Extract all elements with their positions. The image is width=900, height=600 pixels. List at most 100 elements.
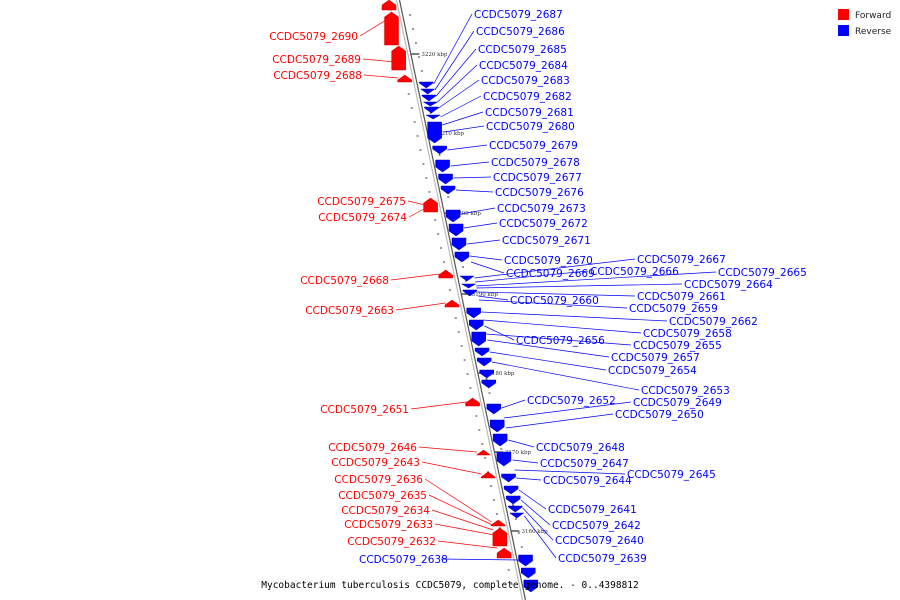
reverse-gene-label: CCDC5079_2681 xyxy=(485,107,574,119)
reverse-gene-label-line xyxy=(522,507,554,541)
kbp-tick-label: 3190 kbp xyxy=(472,292,499,298)
forward-gene-label: CCDC5079_2663 xyxy=(305,305,394,317)
reverse-gene-label: CCDC5079_2638 xyxy=(359,554,448,566)
reverse-gene-label-line xyxy=(505,413,614,429)
legend-reverse-swatch xyxy=(838,25,849,36)
reverse-gene-label: CCDC5079_2644 xyxy=(543,475,632,487)
legend-forward-label: Forward xyxy=(855,11,891,21)
reverse-gene-label-line xyxy=(486,333,632,346)
forward-gene-label: CCDC5079_2636 xyxy=(334,474,423,486)
forward-gene-label-line xyxy=(407,200,426,206)
reverse-gene-label-line xyxy=(467,239,501,245)
kbp-tick-label: 3210 kbp xyxy=(438,131,465,137)
reverse-gene xyxy=(521,567,536,579)
reverse-gene-label: CCDC5079_2677 xyxy=(493,172,582,184)
reverse-gene xyxy=(419,88,436,95)
forward-gene-label: CCDC5079_2675 xyxy=(317,196,406,208)
reverse-gene xyxy=(468,319,484,331)
reverse-gene-label-line xyxy=(474,258,636,279)
reverse-gene-label-line xyxy=(438,79,480,109)
forward-gene xyxy=(444,299,460,308)
reverse-gene-label: CCDC5079_2650 xyxy=(615,409,704,421)
reverse-gene xyxy=(445,209,461,223)
forward-gene xyxy=(397,74,412,83)
reverse-gene-label: CCDC5079_2687 xyxy=(474,9,563,21)
reverse-gene xyxy=(440,185,456,195)
reverse-gene xyxy=(492,433,508,447)
reverse-gene-label-line xyxy=(518,489,547,510)
kbp-tick-label: 3200 kbp xyxy=(455,211,482,217)
forward-gene-label-line xyxy=(410,401,467,410)
reverse-gene-label-line xyxy=(501,399,526,409)
reverse-gene-label-line xyxy=(478,299,628,309)
reverse-gene-label: CCDC5079_2639 xyxy=(558,553,647,565)
reverse-gene-label-line xyxy=(476,271,717,287)
legend: Forward Reverse xyxy=(838,9,892,37)
kbp-tick-label: 3180 kbp xyxy=(488,371,515,377)
reverse-gene xyxy=(508,505,523,513)
reverse-gene xyxy=(471,331,486,347)
reverse-gene xyxy=(451,237,467,251)
reverse-gene-label-line xyxy=(516,477,542,481)
reverse-gene xyxy=(489,419,505,433)
kbp-tick-label: 3220 kbp xyxy=(421,52,448,58)
forward-gene-label: CCDC5079_2646 xyxy=(328,442,417,454)
map-caption: Mycobacterium tuberculosis CCDC5079, com… xyxy=(261,580,639,591)
reverse-gene-label-line xyxy=(433,13,473,85)
reverse-gene-label: CCDC5079_2670 xyxy=(504,255,593,267)
backbone-line-right xyxy=(398,0,527,600)
reverse-gene-label-line xyxy=(455,189,494,193)
forward-gene-label: CCDC5079_2688 xyxy=(273,70,362,82)
reverse-gene xyxy=(424,106,439,114)
reverse-gene-label-line xyxy=(524,515,557,559)
forward-gene-label-line xyxy=(421,461,482,475)
forward-gene-label: CCDC5079_2689 xyxy=(272,54,361,66)
reverse-gene-label: CCDC5079_2664 xyxy=(684,279,773,291)
forward-gene-label-line xyxy=(408,207,426,218)
forward-gene-label-line xyxy=(418,446,477,453)
forward-gene-label: CCDC5079_2633 xyxy=(344,519,433,531)
reverse-gene xyxy=(501,473,516,483)
forward-gene-label: CCDC5079_2690 xyxy=(269,31,358,43)
backbone-layer xyxy=(395,0,527,600)
reverse-gene-label: CCDC5079_2682 xyxy=(483,91,572,103)
reverse-gene-label: CCDC5079_2659 xyxy=(629,303,718,315)
reverse-gene xyxy=(448,223,464,237)
reverse-gene-label-line xyxy=(514,469,626,475)
reverse-gene xyxy=(466,307,481,319)
kbp-tick-label: 3160 kbp xyxy=(522,529,549,535)
reverse-gene-label-line xyxy=(489,351,607,371)
forward-gene xyxy=(490,519,506,527)
reverse-gene-label: CCDC5079_2654 xyxy=(608,365,697,377)
reverse-gene-label-line xyxy=(481,311,668,322)
forward-gene xyxy=(492,527,508,547)
forward-gene-label: CCDC5079_2674 xyxy=(318,212,407,224)
legend-forward-swatch xyxy=(838,9,849,20)
forward-gene-label-line xyxy=(362,58,396,63)
reverse-gene-label-line xyxy=(443,125,485,133)
reverse-gene-label-line xyxy=(453,176,492,179)
reverse-gene-label: CCDC5079_2640 xyxy=(555,535,644,547)
reverse-gene xyxy=(460,283,477,289)
reverse-gene-label-line xyxy=(512,459,539,464)
reverse-gene-label-line xyxy=(470,261,505,274)
reverse-gene-label-line xyxy=(440,95,482,118)
forward-gene-label-line xyxy=(424,478,492,523)
reverse-gene xyxy=(432,145,447,155)
reverse-gene-label: CCDC5079_2666 xyxy=(590,266,679,278)
reverse-gene-label: CCDC5079_2661 xyxy=(637,291,726,303)
reverse-gene xyxy=(503,485,519,495)
reverse-gene xyxy=(518,554,533,567)
reverse-gene xyxy=(459,275,475,282)
forward-gene-label-line xyxy=(390,273,440,281)
reverse-gene xyxy=(454,251,470,263)
kbp-tick-label: 3170 kbp xyxy=(505,450,532,456)
reverse-gene-label: CCDC5079_2678 xyxy=(491,157,580,169)
reverse-gene-label-line xyxy=(520,499,551,526)
reverse-gene-label-line xyxy=(478,295,509,301)
reverse-gene xyxy=(425,114,442,120)
reverse-gene-label-line xyxy=(447,144,488,151)
forward-gene xyxy=(475,449,492,456)
forward-gene-label-line xyxy=(437,540,498,549)
